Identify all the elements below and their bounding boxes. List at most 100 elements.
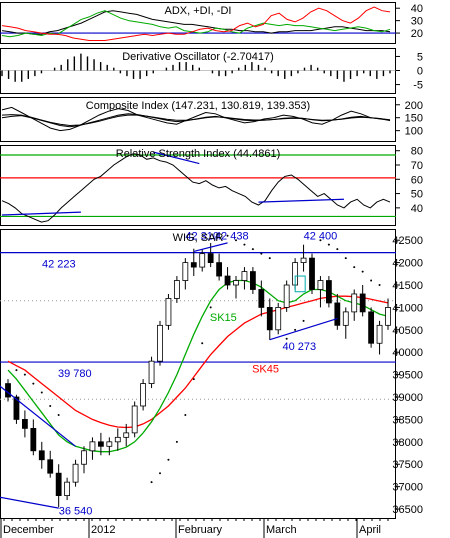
candle-body	[81, 450, 87, 465]
candle-body	[224, 275, 231, 286]
sar-dot	[175, 440, 178, 443]
candle-body	[385, 307, 391, 326]
candle-body	[89, 441, 96, 452]
panel-title: Composite Index (147.231, 130.819, 139.3…	[86, 100, 310, 112]
y-tick-label: 50	[411, 189, 423, 201]
y-tick-label: 80	[411, 146, 423, 158]
price-trendline	[0, 496, 59, 509]
series-line	[1, 6, 391, 41]
sar-dot	[353, 266, 356, 269]
x-month-label: March	[266, 524, 297, 536]
candle-body	[190, 262, 197, 268]
price-trendline	[193, 242, 228, 252]
panel-rsi: Relative Strength Index (44.4861)	[0, 145, 400, 226]
series-line	[1, 106, 391, 132]
series-line	[1, 153, 391, 223]
candle-body	[182, 262, 189, 281]
candle-body	[5, 383, 11, 398]
ma-label: SK45	[252, 363, 279, 375]
candle-body	[317, 280, 324, 290]
candle-body	[241, 271, 248, 281]
price-label: 40 273	[283, 341, 317, 353]
series-line	[1, 10, 391, 35]
candle-body	[207, 253, 214, 264]
y-tick-label: 150	[405, 113, 423, 125]
candle-body	[64, 481, 71, 496]
candle-body	[376, 324, 383, 344]
candle-body	[258, 289, 265, 308]
candle-body	[13, 396, 20, 420]
panel-composite: Composite Index (147.231, 130.819, 139.3…	[0, 97, 400, 142]
candle-body	[106, 441, 113, 447]
y-tick-label: 70	[411, 160, 423, 172]
candle-body	[275, 307, 282, 331]
panel-frame	[0, 2, 396, 44]
panel-title: WIG, SAR	[173, 232, 224, 244]
trendline	[258, 198, 344, 203]
candle-body	[123, 432, 130, 438]
candle-body	[21, 419, 28, 429]
x-month-label: February	[178, 524, 223, 536]
y-tick-label: 40500	[392, 325, 423, 337]
level-label: 42 223	[42, 259, 76, 271]
sar-dot	[327, 243, 330, 246]
sk45-line	[7, 295, 389, 429]
y-tick-label: 20	[411, 28, 423, 40]
sar-dot	[226, 234, 229, 237]
sar-dot	[15, 369, 18, 372]
candle-body	[334, 302, 341, 326]
trendline	[153, 151, 200, 165]
candle-body	[140, 383, 147, 407]
candle-body	[233, 280, 239, 286]
y-tick-label: 30	[411, 16, 423, 28]
candle-body	[351, 293, 358, 313]
candle-body	[131, 405, 138, 434]
panel-adx: ADX, +DI, -DI	[0, 2, 400, 44]
candle-body	[165, 298, 172, 326]
price-label: 36 540	[59, 505, 93, 517]
sar-dot	[32, 382, 35, 385]
sk15-line	[7, 279, 389, 453]
panel-frame	[0, 229, 396, 519]
candle-body	[72, 463, 79, 483]
sar-dot	[243, 243, 246, 246]
sar-dot	[370, 279, 373, 282]
panel-title: ADX, +DI, -DI	[165, 5, 232, 17]
candle-body	[173, 280, 180, 299]
y-tick-label: 37000	[392, 482, 423, 494]
y-tick-label: -5	[413, 80, 423, 92]
sar-dot	[336, 248, 339, 251]
candle-body	[216, 262, 223, 277]
sar-dot	[251, 248, 254, 251]
y-tick-label: 100	[405, 126, 423, 138]
sar-dot	[361, 270, 364, 273]
y-tick-label: 39500	[392, 370, 423, 382]
price-trendline	[0, 385, 76, 447]
y-tick-label: 40000	[392, 347, 423, 359]
x-month-label: April	[359, 524, 381, 536]
price-label: 42 310	[185, 230, 219, 242]
candle-body	[266, 307, 273, 331]
sar-dot	[294, 328, 297, 331]
x-axis: December 2012 February March April	[0, 518, 389, 538]
sar-dot	[319, 239, 322, 242]
sar-dot	[285, 337, 288, 340]
y-tick-label: 60	[411, 174, 423, 186]
x-month-label: December	[3, 524, 54, 536]
level-label: 39 780	[58, 368, 92, 380]
sar-dot	[159, 472, 161, 475]
sar-dot	[378, 284, 381, 287]
panel-title: Derivative Oscillator (-2.70417)	[122, 51, 274, 63]
candle-body	[359, 293, 366, 313]
candle-body	[249, 271, 256, 290]
sar-dot	[344, 257, 347, 260]
candle-body	[300, 257, 307, 264]
candle-body	[199, 253, 206, 268]
y-tick-label: 5	[417, 51, 423, 63]
candle-body	[97, 441, 104, 447]
y-tick-label: 42500	[392, 235, 423, 247]
y-tick-label: 200	[405, 100, 423, 112]
candle-body	[283, 284, 290, 308]
